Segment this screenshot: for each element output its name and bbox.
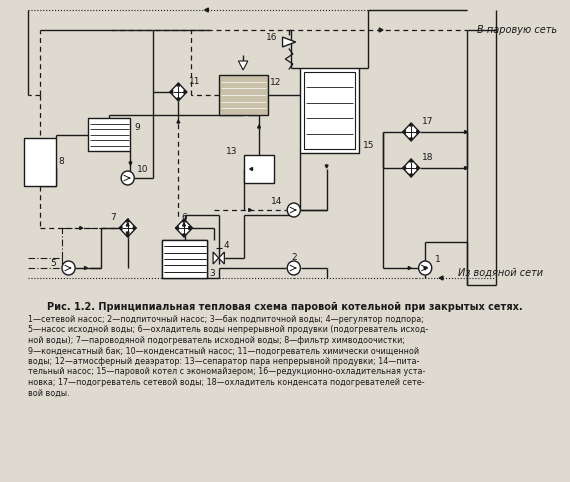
Polygon shape [127,223,129,226]
Polygon shape [176,219,193,237]
Polygon shape [258,125,260,128]
Polygon shape [205,8,209,12]
Text: 9: 9 [135,122,140,132]
Bar [88,118,131,151]
Bar [300,68,359,153]
Text: 5—насос исходной воды; 6—охладитель воды непрерывной продувки (подогреватель исх: 5—насос исходной воды; 6—охладитель воды… [28,325,429,335]
Polygon shape [176,227,178,229]
Text: Рис. 1.2. Принципиальная тепловая схема паровой котельной при закрытых сетях.: Рис. 1.2. Принципиальная тепловая схема … [47,302,522,312]
Polygon shape [177,83,180,86]
Text: Из водяной сети: Из водяной сети [458,268,543,278]
Text: 3: 3 [209,268,215,278]
Text: 1: 1 [434,255,440,265]
Text: 6: 6 [181,213,187,222]
Polygon shape [249,209,251,212]
Polygon shape [129,162,132,165]
Polygon shape [325,165,328,168]
Bar [219,75,267,115]
Circle shape [121,171,135,185]
Text: 18: 18 [422,153,434,162]
Polygon shape [250,168,253,171]
Text: 14: 14 [271,198,283,206]
Bar [162,240,207,278]
Polygon shape [410,138,413,141]
Polygon shape [184,91,187,94]
Polygon shape [402,123,420,141]
Polygon shape [170,83,187,101]
Polygon shape [189,227,192,229]
Polygon shape [170,91,173,94]
Polygon shape [402,159,420,177]
Polygon shape [182,223,185,226]
Polygon shape [133,227,136,229]
Text: ной воды); 7—пароводяной подогреватель исходной воды; 8—фильтр химводоочистки;: ной воды); 7—пароводяной подогреватель и… [28,336,405,345]
Circle shape [62,261,75,275]
Text: В паровую сеть: В паровую сеть [477,25,557,35]
Text: 16: 16 [266,34,278,42]
Polygon shape [283,37,296,47]
Polygon shape [402,131,405,134]
Polygon shape [238,61,248,70]
Polygon shape [465,166,467,170]
Polygon shape [80,227,83,229]
Text: 2: 2 [291,253,296,262]
Text: 17: 17 [422,118,434,126]
Polygon shape [182,219,185,222]
Polygon shape [417,131,420,134]
Text: 9—конденсатный бак; 10—конденсатный насос; 11—подогреватель химически очищенной: 9—конденсатный бак; 10—конденсатный насо… [28,347,420,356]
Polygon shape [213,252,219,264]
Polygon shape [410,159,413,162]
Text: 7: 7 [110,214,116,223]
Bar [162,240,207,278]
Text: воды; 12—атмосферный деаэратор: 13—сепаратор пара непрерывной продувки; 14—пита-: воды; 12—атмосферный деаэратор: 13—сепар… [28,357,420,366]
Polygon shape [408,267,411,269]
Text: 11: 11 [189,78,200,86]
Polygon shape [182,234,185,237]
Bar [25,138,56,186]
Polygon shape [465,131,467,134]
Text: 4: 4 [223,241,229,250]
Text: 5: 5 [51,258,56,268]
Circle shape [287,203,300,217]
Polygon shape [177,98,180,101]
Polygon shape [402,166,405,170]
Polygon shape [177,120,180,123]
Polygon shape [119,227,122,229]
Polygon shape [219,252,225,264]
Polygon shape [410,123,413,126]
Text: новка; 17—подогреватель сетевой воды; 18—охладитель конденсата подогревателей се: новка; 17—подогреватель сетевой воды; 18… [28,378,425,387]
Polygon shape [84,267,87,269]
Text: тельный насос; 15—паровой котел с экономайзером; 16—редукционно-охладительная ус: тельный насос; 15—паровой котел с эконом… [28,367,426,376]
Text: 15: 15 [363,140,374,149]
Polygon shape [439,276,443,280]
Polygon shape [379,28,383,32]
Text: 10: 10 [137,165,149,174]
Text: 13: 13 [226,147,238,157]
Polygon shape [127,232,129,235]
Text: 12: 12 [270,78,282,87]
Polygon shape [417,166,420,170]
Bar [304,72,355,149]
Polygon shape [190,227,193,229]
Polygon shape [127,219,129,222]
Polygon shape [127,234,129,237]
Polygon shape [424,267,426,270]
Bar [244,155,274,183]
Polygon shape [119,219,136,237]
Polygon shape [410,174,413,177]
Text: 1—сетевой насос; 2—подпиточный насос; 3—бак подпиточной воды; 4—регулятор подпор: 1—сетевой насос; 2—подпиточный насос; 3—… [28,315,424,324]
Text: 8: 8 [58,158,64,166]
Circle shape [418,261,431,275]
Circle shape [287,261,300,275]
Text: вой воды.: вой воды. [28,388,70,398]
